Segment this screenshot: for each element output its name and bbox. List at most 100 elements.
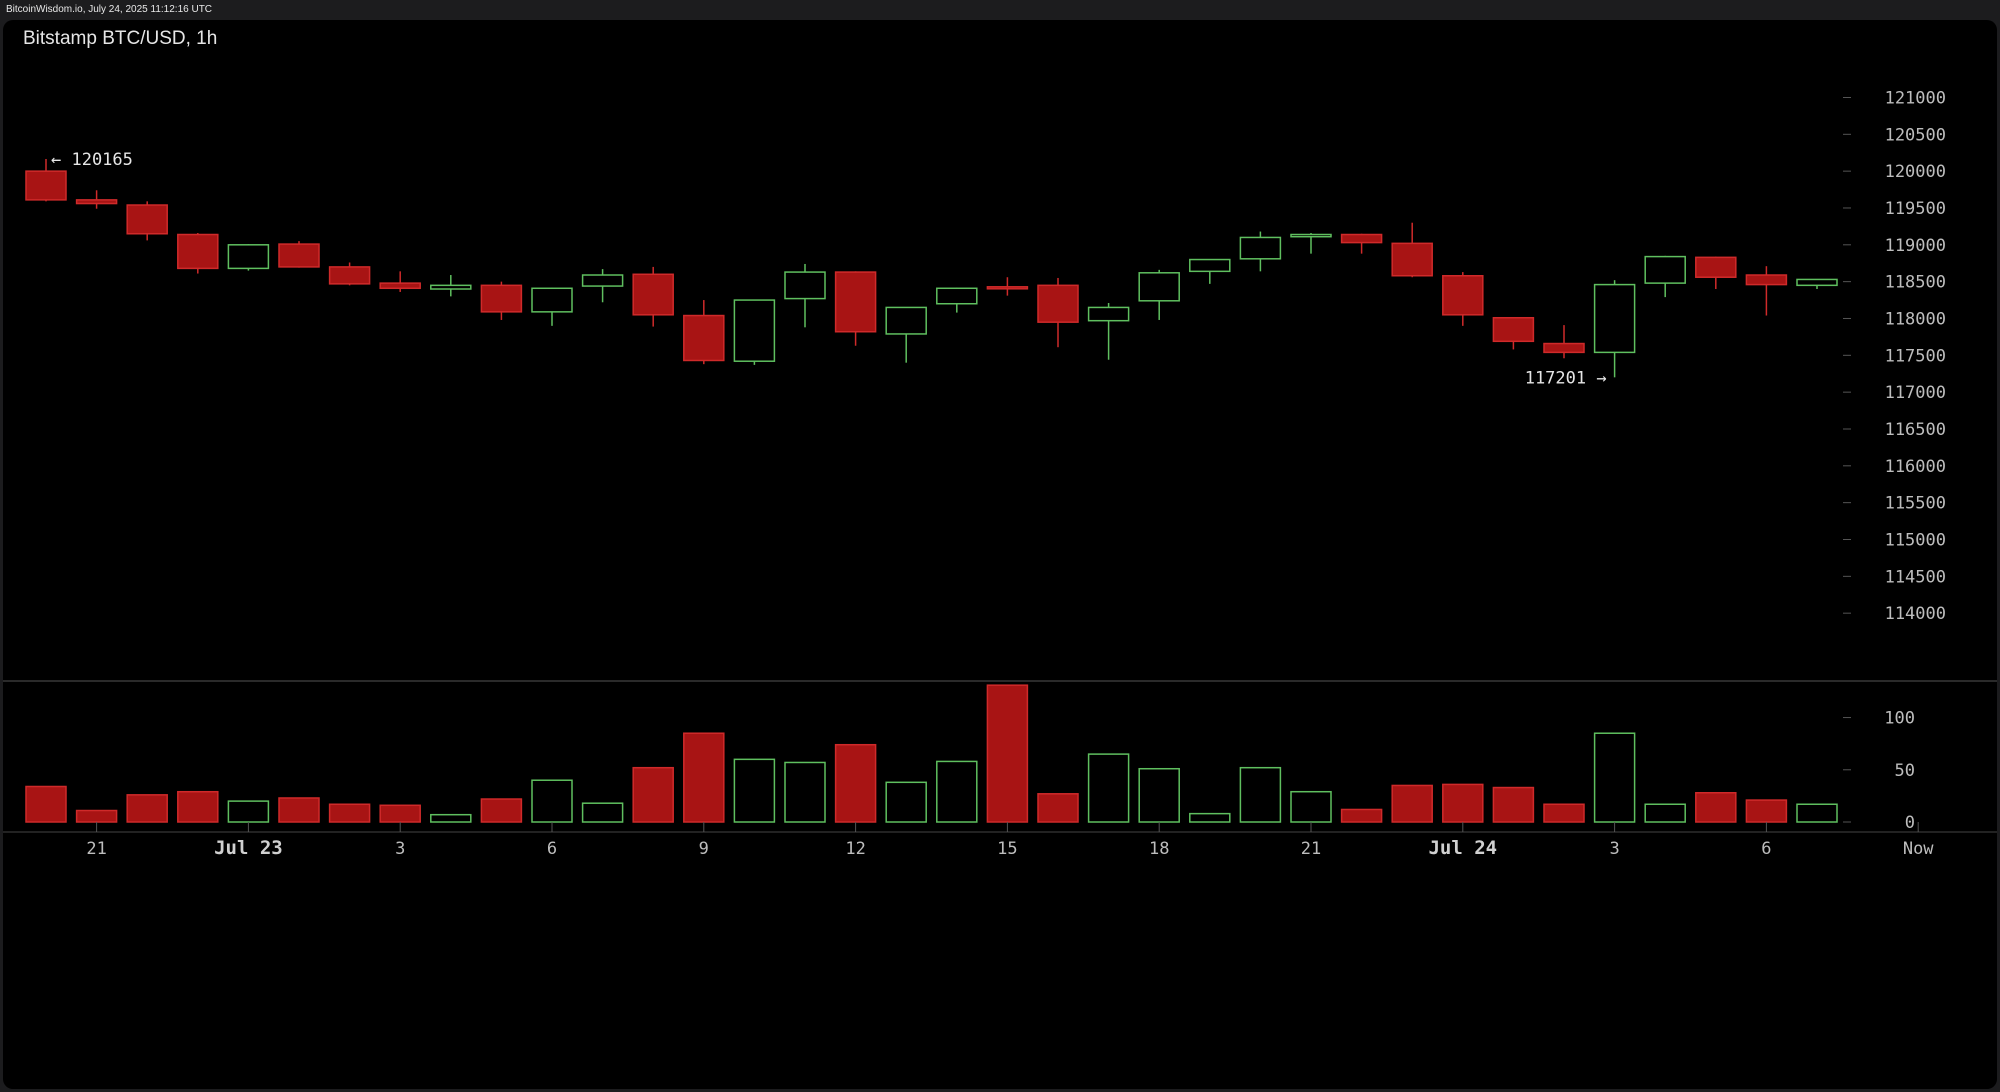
candle-body [1189, 258, 1231, 273]
top-bar: BitcoinWisdom.io, July 24, 2025 11:12:16… [0, 0, 2000, 20]
candle-body [1492, 316, 1535, 343]
volume-bars [25, 684, 1838, 823]
volume-bar [1593, 732, 1636, 823]
price-tick-label: 119000 [1885, 236, 1946, 256]
time-tick-label: Jul 24 [1428, 837, 1497, 859]
time-tick-label: 9 [699, 839, 709, 859]
candle-body [1391, 242, 1433, 277]
candle-body [632, 273, 674, 316]
price-tick-label: 121000 [1885, 88, 1946, 108]
candle-body [1037, 284, 1079, 323]
volume-bar [733, 758, 776, 823]
candle-body [733, 299, 776, 362]
candle-body [1239, 236, 1282, 260]
volume-bar [1695, 792, 1737, 823]
candle-body [1644, 255, 1686, 284]
candle-body [784, 271, 826, 300]
volume-bar [1087, 753, 1130, 823]
candle-body [683, 314, 725, 362]
candle-body [278, 243, 320, 268]
volume-bar [1745, 799, 1788, 823]
price-candles [25, 158, 1838, 378]
time-tick-label: 21 [86, 839, 106, 859]
chart-panel: 114000 114500 115000 115500 116000 116500 1170… [3, 20, 1997, 1089]
volume-bar [632, 766, 674, 823]
candle-body [1340, 233, 1383, 244]
source-header: BitcoinWisdom.io, July 24, 2025 11:12:16… [6, 4, 213, 15]
price-tick-label: 120500 [1885, 125, 1946, 145]
volume-bar [1442, 783, 1484, 823]
time-tick-label: 21 [1301, 839, 1321, 859]
volume-bar [25, 785, 67, 823]
candle-body [126, 204, 168, 235]
time-axis: 21 Jul 23 3 6 9 12 15 18 21 Jul 24 3 6 Now [86, 822, 1934, 859]
volume-bar [126, 794, 168, 823]
volume-bar [1492, 786, 1535, 823]
candle-body [379, 282, 421, 290]
price-annotation: ← 120165 [51, 150, 133, 170]
price-tick-label: 117500 [1885, 346, 1946, 366]
price-tick-label: 118500 [1885, 273, 1946, 293]
volume-bar [227, 800, 270, 823]
time-tick-label: 6 [1761, 839, 1771, 859]
candle-body [1593, 283, 1636, 354]
price-tick-label: 120000 [1885, 162, 1946, 182]
candle-body [75, 199, 118, 205]
candle-body [1087, 306, 1130, 322]
candle-body [531, 287, 573, 313]
time-tick-label: Now [1903, 839, 1934, 859]
candle-body [936, 287, 978, 305]
time-tick-label: 6 [547, 839, 557, 859]
volume-bar [1239, 766, 1282, 823]
volume-bar [75, 809, 118, 823]
price-tick-label: 115500 [1885, 494, 1946, 514]
volume-tick-label: 50 [1895, 761, 1915, 781]
time-tick-label: 12 [845, 839, 865, 859]
volume-bar [936, 760, 978, 823]
price-tick-label: 115000 [1885, 530, 1946, 550]
candle-body [1290, 233, 1332, 238]
price-annotations: ← 120165 117201 → [51, 150, 1607, 388]
chart-title: Bitstamp BTC/USD, 1h [23, 28, 218, 49]
volume-tick-label: 0 [1905, 813, 1915, 833]
candle-body [430, 284, 472, 290]
volume-bar [1543, 803, 1585, 823]
price-tick-label: 116000 [1885, 457, 1946, 477]
price-axis: 114000 114500 115000 115500 116000 116500 1170… [1843, 88, 1946, 624]
candle-body [1695, 256, 1737, 278]
time-tick-label: 18 [1149, 839, 1169, 859]
volume-tick-label: 100 [1884, 709, 1915, 729]
volume-bar [834, 743, 877, 823]
time-tick-label: 3 [1609, 839, 1619, 859]
candle-body [986, 286, 1029, 290]
volume-bar [683, 732, 725, 823]
volume-bar [885, 781, 927, 823]
volume-bar [480, 798, 523, 823]
time-tick-label: 3 [395, 839, 405, 859]
price-annotation: 117201 → [1525, 368, 1607, 388]
price-tick-label: 114500 [1885, 567, 1946, 587]
volume-bar [328, 803, 371, 823]
candle-body [1442, 275, 1484, 316]
candle-body [328, 266, 371, 285]
volume-bar [1189, 812, 1231, 823]
candlestick-chart[interactable]: 114000 114500 115000 115500 116000 116500 1170… [3, 20, 1997, 1089]
volume-axis: 0 50 100 [1843, 709, 1915, 833]
volume-bar [430, 813, 472, 823]
volume-bar [177, 790, 219, 823]
volume-bar [986, 684, 1029, 823]
candle-body [834, 271, 877, 333]
volume-bar [1340, 808, 1383, 823]
volume-bar [1796, 803, 1838, 823]
price-tick-label: 116500 [1885, 420, 1946, 440]
candle-body [25, 170, 67, 201]
candle-body [1745, 274, 1788, 286]
candle-body [1543, 342, 1585, 354]
candle-body [480, 284, 523, 313]
volume-bar [1644, 803, 1686, 823]
volume-bar [784, 761, 826, 823]
volume-bar [581, 802, 624, 823]
volume-bar [531, 779, 573, 823]
price-tick-label: 114000 [1885, 604, 1946, 624]
candle-body [885, 306, 927, 335]
